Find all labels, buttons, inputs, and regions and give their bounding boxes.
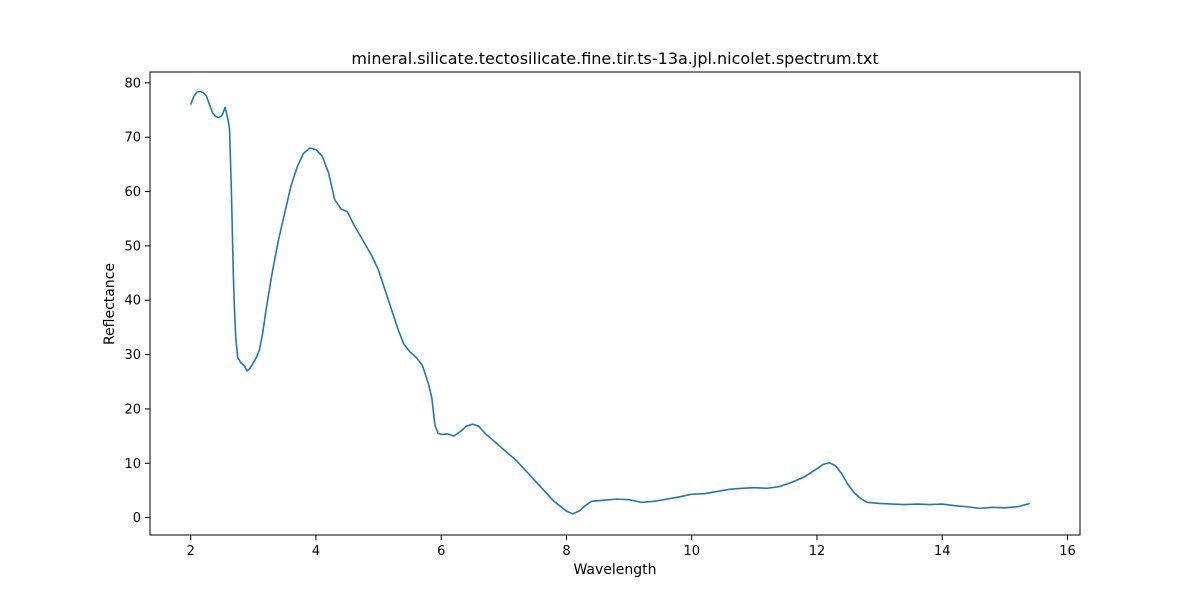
x-tick-label: 6	[437, 544, 445, 559]
x-tick-label: 14	[934, 544, 951, 559]
x-tick-label: 10	[683, 544, 700, 559]
y-tick-label: 30	[124, 348, 141, 363]
y-tick-label: 80	[124, 76, 141, 91]
chart-title: mineral.silicate.tectosilicate.fine.tir.…	[351, 49, 878, 68]
y-tick-label: 60	[124, 185, 141, 200]
x-axis-ticks: 2 4 6 8 10 12 14 16	[187, 535, 1076, 559]
series-line-spectrum	[189, 90, 1031, 515]
x-tick-label: 16	[1059, 544, 1076, 559]
x-axis-label: Wavelength	[573, 562, 656, 578]
y-tick-label: 50	[124, 239, 141, 254]
y-tick-label: 70	[124, 131, 141, 146]
y-tick-label: 40	[124, 294, 141, 309]
y-tick-label: 0	[133, 511, 141, 526]
y-tick-label: 10	[124, 457, 141, 472]
x-tick-label: 8	[562, 544, 570, 559]
x-tick-label: 4	[312, 544, 320, 559]
plot-frame	[149, 71, 1081, 536]
x-tick-label: 2	[187, 544, 195, 559]
y-axis-label: Reflectance	[102, 263, 118, 345]
y-tick-label: 20	[124, 402, 141, 417]
y-axis-ticks: 0 10 20 30 40 50 60 70 80	[124, 76, 150, 526]
x-tick-label: 12	[809, 544, 826, 559]
